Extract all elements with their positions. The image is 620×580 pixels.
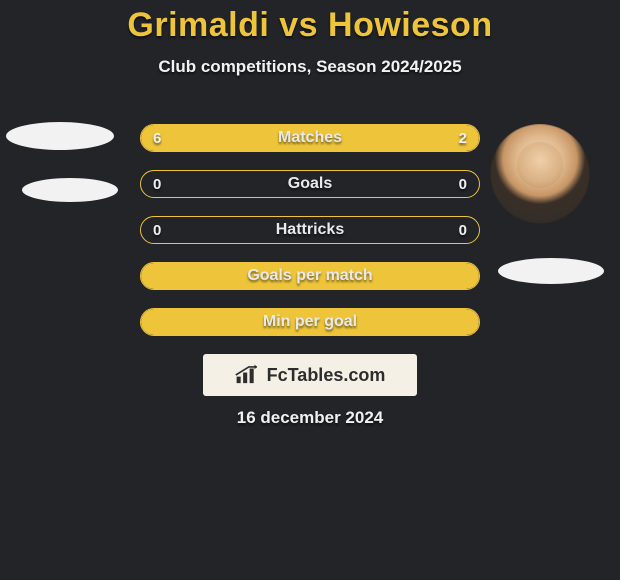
page-subtitle: Club competitions, Season 2024/2025 (0, 57, 620, 77)
bar-chart-icon (235, 364, 261, 386)
watermark-text: FcTables.com (267, 365, 386, 386)
bar-value-left: 6 (153, 125, 161, 151)
comparison-bars: 6 2 Matches 0 0 Goals 0 0 Hattricks Goal… (140, 124, 480, 354)
bar-value-left: 0 (153, 217, 161, 243)
bar-row-matches: 6 2 Matches (140, 124, 480, 152)
date-text: 16 december 2024 (237, 408, 384, 427)
page-title: Grimaldi vs Howieson (0, 0, 620, 45)
bar-row-hattricks: 0 0 Hattricks (140, 216, 480, 244)
bar-row-min-per-goal: Min per goal (140, 308, 480, 336)
bar-value-left: 0 (153, 171, 161, 197)
player-left-lozenge-2 (22, 178, 118, 202)
player-left-lozenge-1 (6, 122, 114, 150)
bar-fill-full (141, 309, 479, 335)
bar-label: Hattricks (141, 217, 479, 243)
bar-label: Goals (141, 171, 479, 197)
bar-value-right: 0 (459, 171, 467, 197)
subtitle-text: Club competitions, Season 2024/2025 (158, 57, 461, 76)
bar-fill-left (141, 125, 395, 151)
bar-row-goals: 0 0 Goals (140, 170, 480, 198)
title-text: Grimaldi vs Howieson (127, 6, 492, 44)
bar-value-right: 2 (459, 125, 467, 151)
watermark: FcTables.com (203, 354, 417, 396)
bar-row-goals-per-match: Goals per match (140, 262, 480, 290)
bar-fill-full (141, 263, 479, 289)
date-label: 16 december 2024 (0, 408, 620, 428)
player-right-lozenge (498, 258, 604, 284)
bar-value-right: 0 (459, 217, 467, 243)
player-right-avatar (490, 124, 590, 224)
